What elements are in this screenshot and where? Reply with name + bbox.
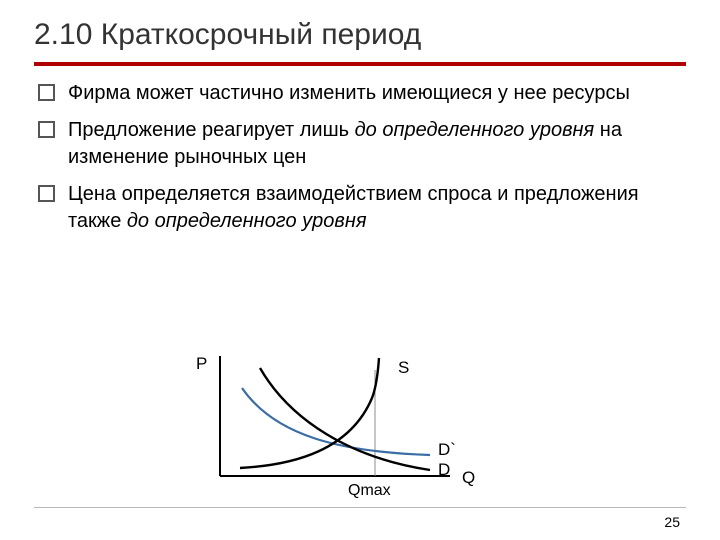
label-d-prime: D` bbox=[438, 440, 456, 460]
bullet-text: Фирма может частично изменить имеющиеся … bbox=[68, 82, 630, 104]
bullet-text-italic: до определенного уровня bbox=[127, 210, 367, 232]
page-number: 25 bbox=[664, 514, 680, 530]
label-d: D bbox=[438, 460, 450, 480]
footer-rule bbox=[34, 507, 686, 508]
label-qmax: Qmax bbox=[348, 482, 391, 500]
bullet-text-italic: до определенного уровня bbox=[355, 119, 595, 141]
slide-title: 2.10 Краткосрочный период bbox=[34, 18, 686, 58]
bullet-item: Цена определяется взаимодействием спроса… bbox=[34, 181, 686, 235]
bullet-item: Предложение реагирует лишь до определенн… bbox=[34, 117, 686, 171]
bullet-text-pre: Предложение реагирует лишь bbox=[68, 119, 355, 141]
label-s: S bbox=[398, 358, 409, 378]
bullet-list: Фирма может частично изменить имеющиеся … bbox=[34, 80, 686, 235]
curve-d-prime bbox=[242, 388, 430, 455]
slide: 2.10 Краткосрочный период Фирма может ча… bbox=[0, 0, 720, 540]
title-underline bbox=[34, 62, 686, 66]
supply-demand-chart: P S D` D Q Qmax bbox=[200, 350, 520, 520]
label-q: Q bbox=[462, 468, 475, 488]
label-p: P bbox=[196, 354, 207, 374]
bullet-item: Фирма может частично изменить имеющиеся … bbox=[34, 80, 686, 107]
